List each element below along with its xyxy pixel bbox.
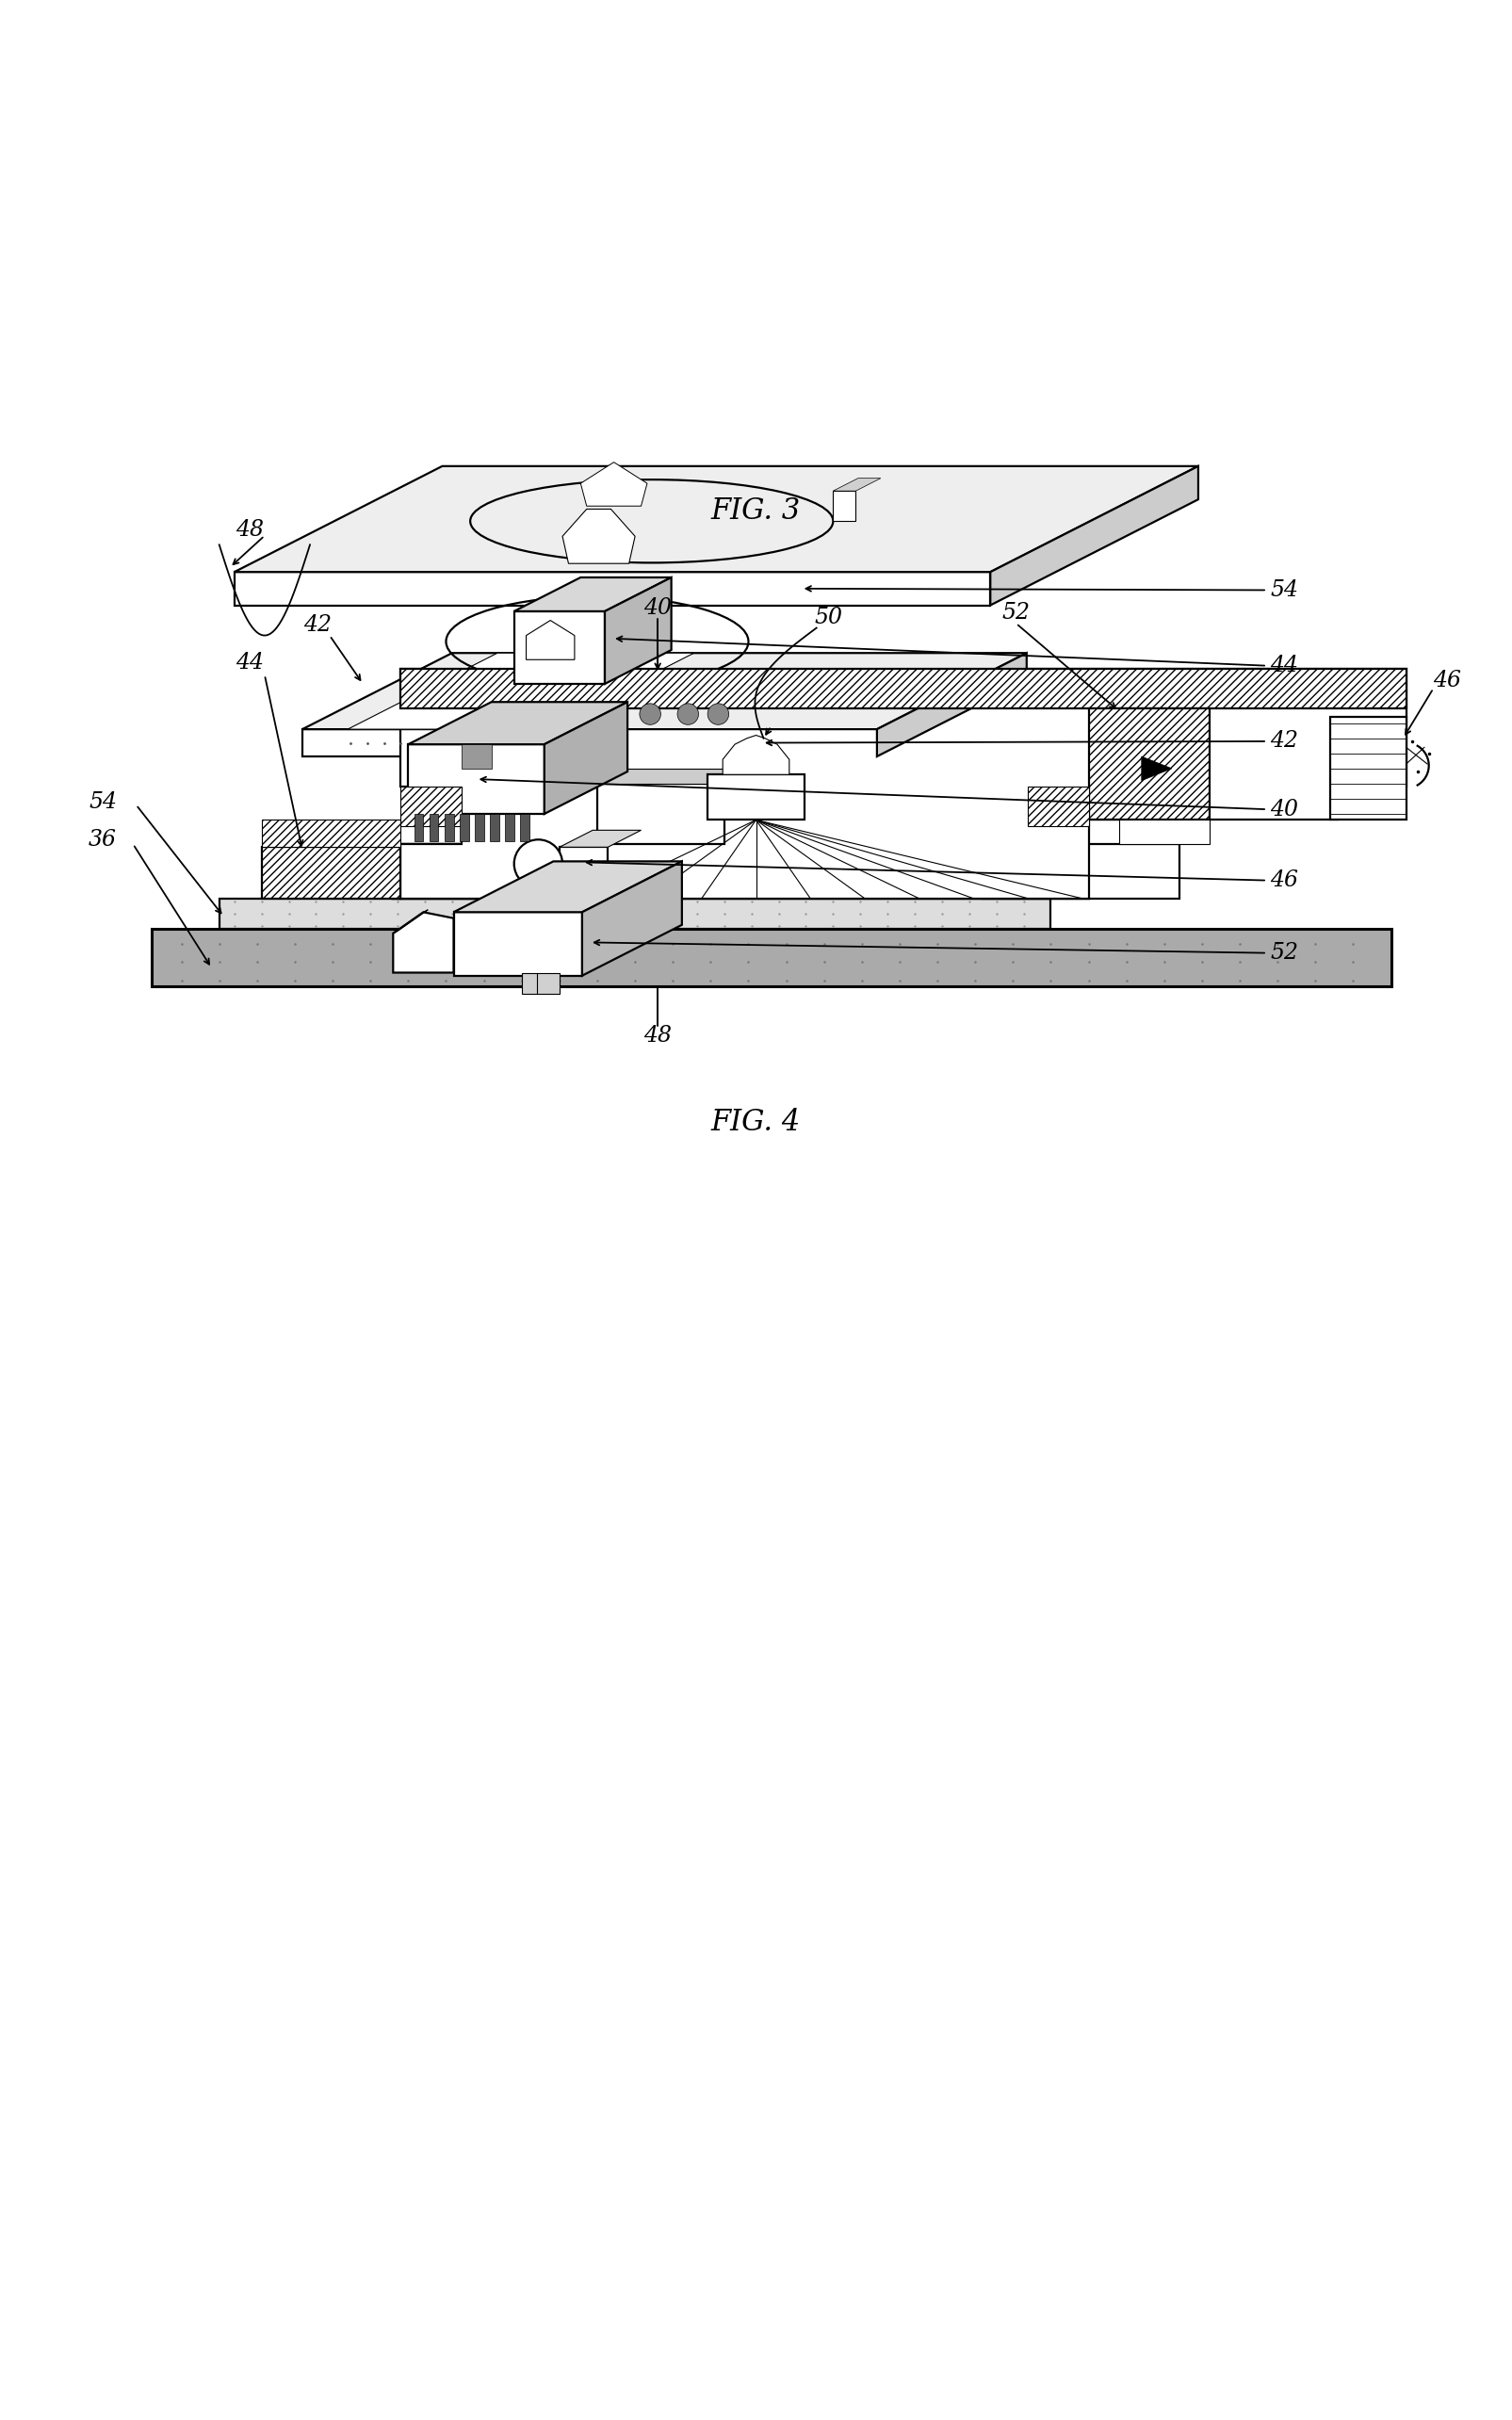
Bar — [505, 813, 514, 842]
Bar — [708, 774, 804, 820]
Bar — [475, 813, 484, 842]
Text: 48: 48 — [236, 518, 263, 540]
Polygon shape — [454, 862, 682, 912]
Polygon shape — [833, 479, 880, 491]
Polygon shape — [544, 702, 627, 813]
Polygon shape — [454, 912, 582, 975]
Polygon shape — [393, 910, 428, 934]
Polygon shape — [723, 736, 789, 774]
Bar — [597, 770, 724, 784]
Text: 40: 40 — [644, 598, 671, 620]
Text: FIG. 4: FIG. 4 — [711, 1108, 801, 1137]
Text: 42: 42 — [1270, 731, 1299, 753]
Bar — [445, 813, 454, 842]
Polygon shape — [408, 745, 544, 813]
Bar — [490, 813, 499, 842]
Polygon shape — [393, 912, 454, 973]
Text: FIG. 3: FIG. 3 — [711, 496, 801, 525]
Polygon shape — [408, 702, 627, 745]
Polygon shape — [514, 578, 671, 612]
Bar — [1119, 820, 1210, 845]
Polygon shape — [401, 668, 1406, 898]
Polygon shape — [514, 612, 605, 685]
Bar — [1331, 716, 1406, 820]
Polygon shape — [877, 653, 1027, 757]
Bar — [401, 668, 1406, 709]
Bar — [414, 813, 423, 842]
Circle shape — [514, 840, 562, 888]
Bar — [1089, 709, 1210, 820]
Text: 46: 46 — [1270, 869, 1299, 891]
Polygon shape — [348, 653, 694, 728]
Bar — [461, 745, 491, 770]
Polygon shape — [582, 862, 682, 975]
Bar — [393, 845, 1089, 898]
Text: 40: 40 — [1270, 799, 1299, 820]
Bar — [262, 820, 401, 847]
Polygon shape — [562, 508, 635, 564]
Text: 54: 54 — [1270, 578, 1299, 600]
Bar — [597, 784, 724, 845]
Circle shape — [640, 704, 661, 724]
Bar — [219, 898, 1051, 929]
Text: 52: 52 — [1270, 941, 1299, 963]
Bar — [559, 847, 608, 881]
Text: 50: 50 — [815, 607, 842, 629]
Polygon shape — [234, 571, 990, 605]
Text: 36: 36 — [89, 828, 116, 849]
Bar — [460, 813, 469, 842]
Polygon shape — [605, 578, 671, 685]
Bar — [1028, 787, 1089, 825]
Bar — [401, 787, 461, 825]
Text: 48: 48 — [644, 1026, 671, 1048]
Bar — [983, 845, 1179, 898]
Circle shape — [708, 704, 729, 724]
Polygon shape — [526, 620, 575, 661]
Text: 44: 44 — [236, 651, 263, 673]
Text: 52: 52 — [1002, 603, 1030, 624]
Bar — [833, 491, 856, 520]
Polygon shape — [559, 830, 641, 847]
Circle shape — [677, 704, 699, 724]
Bar — [151, 929, 1391, 987]
Bar — [522, 973, 559, 995]
Bar — [429, 813, 438, 842]
Bar — [393, 845, 522, 898]
Polygon shape — [302, 728, 877, 757]
Text: 42: 42 — [304, 615, 331, 636]
Polygon shape — [234, 467, 1198, 571]
Polygon shape — [581, 462, 647, 506]
Bar — [520, 813, 529, 842]
Polygon shape — [1142, 757, 1172, 782]
Polygon shape — [990, 467, 1198, 605]
Text: 54: 54 — [89, 791, 116, 813]
Text: 46: 46 — [1433, 670, 1462, 692]
Text: 44: 44 — [1270, 656, 1299, 678]
Polygon shape — [302, 653, 1027, 728]
Bar — [262, 847, 401, 898]
